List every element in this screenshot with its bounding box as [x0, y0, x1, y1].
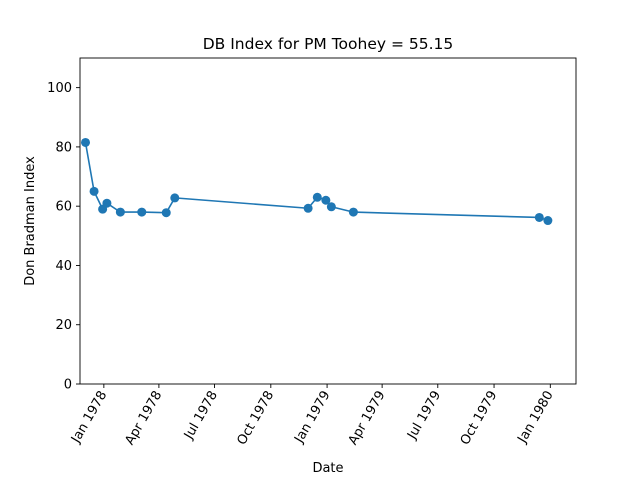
y-tick-label-5: 80	[55, 140, 72, 155]
data-point-2	[89, 186, 99, 196]
data-point-15	[543, 216, 553, 226]
y-tick-label-4: 60	[55, 200, 72, 215]
data-point-7	[161, 208, 171, 218]
axes-frame	[79, 57, 577, 385]
data-point-4	[102, 198, 112, 208]
data-point-5	[115, 207, 125, 217]
data-point-14	[534, 212, 544, 222]
data-point-6	[137, 207, 147, 217]
data-point-10	[312, 192, 322, 202]
data-point-8	[170, 193, 180, 203]
y-axis-title: Don Bradman Index	[23, 156, 38, 286]
data-point-12	[326, 202, 336, 212]
data-point-11	[321, 195, 331, 205]
y-tick-label-1: 0	[64, 378, 72, 393]
y-tick-label-3: 40	[55, 259, 72, 274]
chart-title: DB Index for PM Toohey = 55.15	[203, 35, 454, 53]
x-axis-title: Date	[312, 461, 343, 476]
data-point-1	[81, 137, 91, 147]
data-point-9	[303, 203, 313, 213]
data-point-13	[348, 207, 358, 217]
y-tick-label-2: 20	[55, 318, 72, 333]
y-tick-label-6: 100	[47, 81, 72, 96]
